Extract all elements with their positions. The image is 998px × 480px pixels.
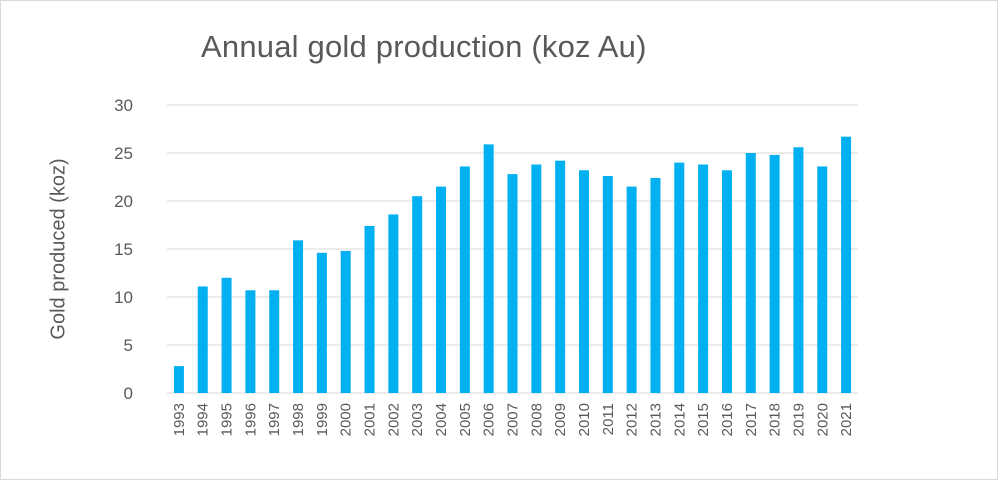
bar-2021: [841, 136, 852, 393]
x-tick-label: 2002: [385, 403, 402, 436]
bar-2005: [459, 166, 470, 393]
y-tick-label: 0: [124, 384, 133, 403]
x-tick-label: 2004: [433, 403, 450, 436]
x-tick-label: 1995: [219, 403, 236, 436]
bar-2013: [650, 177, 661, 393]
bar-1998: [293, 240, 304, 393]
bar-2017: [745, 153, 756, 393]
bar-2012: [626, 186, 637, 393]
x-tick-label: 2008: [528, 403, 545, 436]
x-tick-label: 2013: [647, 403, 664, 436]
x-tick-label: 2010: [576, 403, 593, 436]
bar-2014: [674, 162, 685, 393]
bar-1994: [197, 286, 208, 393]
bar-2011: [602, 176, 613, 393]
bar-2008: [531, 164, 542, 393]
bar-2007: [507, 174, 518, 393]
x-tick-label: 1993: [171, 403, 188, 436]
bar-2002: [388, 214, 399, 393]
bar-2019: [793, 147, 804, 393]
y-tick-label: 20: [114, 192, 133, 211]
x-tick-label: 2014: [671, 403, 688, 436]
y-tick-label: 5: [124, 336, 133, 355]
x-tick-label: 2021: [838, 403, 855, 436]
bar-1996: [245, 290, 256, 393]
x-tick-label: 1999: [314, 403, 331, 436]
x-tick-label: 1997: [266, 403, 283, 436]
x-tick-label: 2006: [481, 403, 498, 436]
bar-2018: [769, 154, 780, 393]
bar-2003: [412, 196, 423, 393]
bar-1995: [221, 277, 232, 393]
x-tick-label: 2019: [790, 403, 807, 436]
x-tick-label: 2000: [338, 403, 355, 436]
bar-2004: [436, 186, 447, 393]
y-tick-label: 15: [114, 240, 133, 259]
x-tick-label: 2003: [409, 403, 426, 436]
x-tick-label: 2020: [814, 403, 831, 436]
bar-2009: [555, 160, 566, 393]
x-tick-label: 1994: [195, 403, 212, 436]
x-tick-label: 2015: [695, 403, 712, 436]
x-tick-label: 2011: [600, 403, 617, 435]
bar-2016: [721, 170, 732, 393]
chart-title: Annual gold production (koz Au): [201, 29, 647, 64]
x-tick-label: 2009: [552, 403, 569, 436]
bar-2020: [817, 166, 828, 393]
bar-2010: [578, 170, 589, 393]
bar-2015: [698, 164, 709, 393]
bar-2006: [483, 144, 494, 393]
bar-2000: [340, 250, 351, 393]
bar-2001: [364, 225, 375, 393]
x-tick-label: 2018: [767, 403, 784, 436]
bar-1999: [316, 252, 327, 393]
bar-1997: [269, 290, 280, 393]
y-tick-label: 30: [114, 96, 133, 115]
bar-1993: [173, 366, 184, 393]
x-tick-label: 2016: [719, 403, 736, 436]
x-tick-label: 2007: [505, 403, 522, 436]
y-tick-label: 25: [114, 144, 133, 163]
x-tick-label: 2012: [624, 403, 641, 436]
x-tick-label: 1998: [290, 403, 307, 436]
x-tick-label: 2005: [457, 403, 474, 436]
x-tick-label: 1996: [242, 403, 259, 436]
y-tick-label: 10: [114, 288, 133, 307]
x-tick-label: 2001: [362, 403, 379, 436]
x-tick-label: 2017: [743, 403, 760, 436]
